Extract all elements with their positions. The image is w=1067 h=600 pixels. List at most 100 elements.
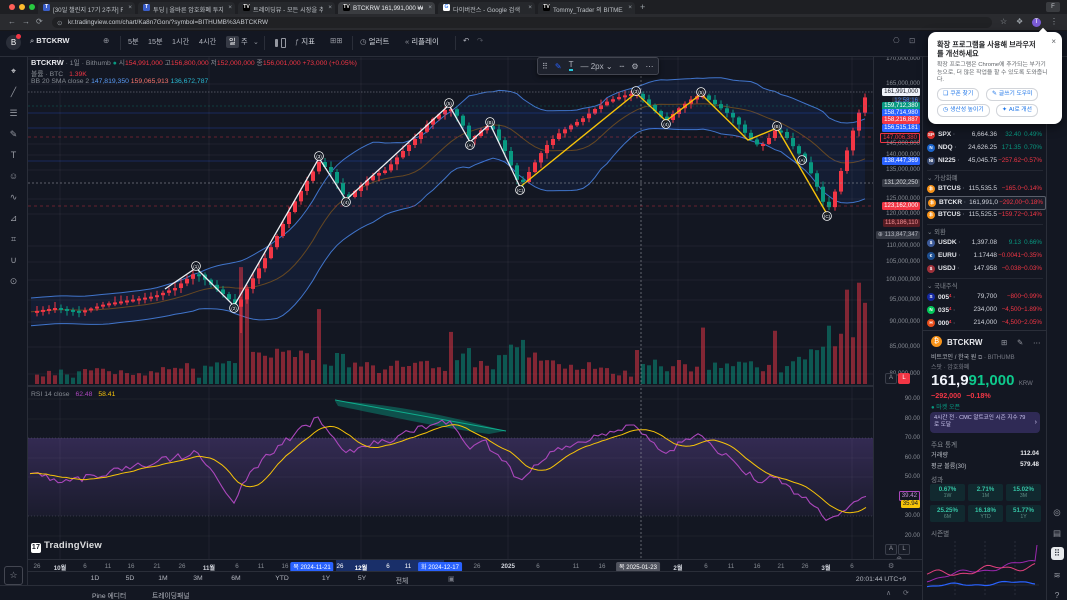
range-1Y-button[interactable]: 1Y: [321, 575, 331, 582]
news-banner[interactable]: 4시간 전 · CMC 알트코인 시즌 지수 79로 도달 ›: [930, 412, 1040, 433]
elliott-wave-label[interactable]: (B): [772, 121, 782, 131]
watchlist-row-USDK[interactable]: $ USDK · 1,397.08 9.13 0.66%: [925, 237, 1044, 249]
external-link-icon[interactable]: ⧉: [977, 355, 984, 361]
alert-button[interactable]: ◷ 얼러트: [360, 37, 390, 46]
lock-tool-icon[interactable]: ⊙: [9, 276, 18, 286]
watchlist-section-header[interactable]: ⌄ 가상화폐: [927, 170, 1043, 182]
forward-icon[interactable]: →: [22, 17, 30, 26]
help-icon[interactable]: ?: [1054, 590, 1060, 600]
address-bar[interactable]: ⊙ kr.tradingview.com/chart/Ka8n7Gon/?sym…: [52, 16, 992, 28]
time-axis-date-pill[interactable]: 목 2025-01-23: [616, 561, 660, 572]
line-color-icon[interactable]: ✎: [554, 61, 562, 71]
interval-주[interactable]: 주: [241, 37, 248, 46]
bb-legend[interactable]: BB 20 SMA close 2 147,819,350 159,065,91…: [31, 78, 209, 85]
watchlist-section-header[interactable]: ⌄ 국내주식: [927, 278, 1043, 290]
drag-handle-icon[interactable]: ⠿: [542, 61, 548, 71]
layout-grid-icon[interactable]: ⊞⊞: [330, 36, 343, 45]
range-1D-button[interactable]: 1D: [90, 575, 100, 582]
elliott-wave-label[interactable]: (3): [631, 86, 641, 96]
time-axis[interactable]: ⚙ 26 10월 6 11 16 21 26 11월 6 11 16 목 2024-11-21 26 12…: [28, 559, 922, 572]
perf-tile-1W[interactable]: 0.67% 1W: [930, 484, 965, 501]
browser-tab[interactable]: G 다이버전스 - Google 검색 ×: [438, 1, 535, 14]
range-3M-button[interactable]: 3M: [193, 575, 203, 582]
text-tool-icon[interactable]: T: [10, 150, 17, 160]
replay-button[interactable]: « 리플레이: [405, 37, 439, 46]
tab-close-icon[interactable]: ×: [628, 4, 632, 11]
perf-tile-YTD[interactable]: 16.18% YTD: [968, 505, 1003, 522]
broadcast-icon[interactable]: ≋: [1053, 570, 1061, 580]
window-close-button[interactable]: [9, 4, 15, 10]
price-log-scale-button[interactable]: L: [898, 373, 910, 384]
bookmark-star-icon[interactable]: ☆: [1000, 17, 1008, 26]
line-style-icon[interactable]: ╌: [619, 61, 625, 71]
rsi-legend[interactable]: RSI 14 close 62.48 58.41: [31, 391, 116, 398]
fullscreen-icon[interactable]: ⊡: [909, 36, 916, 45]
interval-4시간[interactable]: 4시간: [199, 37, 217, 46]
range-YTD-button[interactable]: YTD: [275, 575, 289, 582]
go-to-date-icon[interactable]: ▣: [448, 576, 455, 583]
browser-profile-chip[interactable]: F: [1046, 2, 1060, 12]
back-icon[interactable]: ←: [8, 17, 16, 26]
redo-icon[interactable]: ↷: [477, 36, 484, 45]
watchlist-row-BTCKR[interactable]: ₿ BTCKR · 161,991,0 −292,00 −0.18%: [925, 196, 1046, 210]
elliott-wave-label[interactable]: (C): [515, 185, 525, 195]
bottom-tab[interactable]: Pine 에디터: [92, 592, 127, 600]
favorites-star-button[interactable]: ☆: [4, 566, 23, 585]
elliott-wave-label[interactable]: (A): [465, 140, 475, 150]
watchlist-row-NDQ[interactable]: N NDQ · 24,626.25 171.35 0.70%: [925, 142, 1044, 154]
magnet-tool-icon[interactable]: ∪: [10, 255, 17, 265]
range-5Y-button[interactable]: 5Y: [357, 575, 367, 582]
elliott-wave-label[interactable]: (5): [444, 98, 454, 108]
watchlist-row-BTCUS[interactable]: ₿ BTCUS · 115,525.5 −159.72 −0.14%: [925, 209, 1044, 221]
rsi-log-scale-button[interactable]: L: [898, 544, 910, 555]
popup-chip-3[interactable]: ✦ AI로 개선: [996, 104, 1038, 117]
watchlist-row-SPX[interactable]: SP SPX · 6,664.36 32.40 0.49%: [925, 129, 1044, 141]
bottom-tab[interactable]: 트레이딩패널: [152, 592, 190, 600]
tab-close-icon[interactable]: ×: [528, 4, 532, 11]
interval-일[interactable]: 일: [226, 35, 239, 48]
tab-close-icon[interactable]: ×: [128, 4, 132, 11]
new-tab-button[interactable]: +: [640, 2, 646, 12]
text-color-icon[interactable]: T: [568, 60, 574, 71]
range-6M-button[interactable]: 6M: [231, 575, 241, 582]
rsi-auto-scale-button[interactable]: A: [885, 544, 897, 555]
browser-tab[interactable]: T[30일 챌린지 17기 2주차] RSI 다 ×: [38, 1, 135, 14]
watchlist-row-000[interactable]: H 0004 · 214,000 −4,500 −2.05%: [925, 317, 1044, 329]
elliott-wave-label[interactable]: (4): [341, 197, 351, 207]
time-axis-date-pill[interactable]: 화 2024-12-17: [418, 561, 462, 572]
measure-tool-icon[interactable]: ⌗: [10, 234, 17, 244]
elliott-wave-label[interactable]: (4): [661, 119, 671, 129]
window-minimize-button[interactable]: [19, 4, 25, 10]
elliott-wave-label[interactable]: (A): [797, 155, 807, 165]
candle-style-icon[interactable]: [274, 38, 286, 48]
fib-retracement-tool-icon[interactable]: ☰: [9, 108, 18, 118]
floating-drawing-toolbar[interactable]: ⠿ ✎ T — 2px ⌄ ╌ ⚙ ⋯: [537, 57, 659, 75]
browser-menu-icon[interactable]: ⋮: [1050, 17, 1058, 26]
perf-tile-3M[interactable]: 15.02% 3M: [1006, 484, 1041, 501]
price-auto-scale-button[interactable]: A: [885, 373, 897, 384]
elliott-wave-label[interactable]: (C): [822, 211, 832, 221]
range-5D-button[interactable]: 5D: [125, 575, 135, 582]
volume-legend[interactable]: 볼륨 · BTC 1.39K: [31, 70, 87, 78]
chart-legend[interactable]: BTCKRW · 1일 · Bithumb ● 시154,991,000 고15…: [31, 58, 357, 67]
add-symbol-icon[interactable]: ⊕: [103, 36, 110, 45]
perf-tile-6M[interactable]: 25.25% 6M: [930, 505, 965, 522]
price-axis[interactable]: 170,000,000 165,000,000 161,991,000 12:58:1…: [873, 55, 923, 563]
panel-refresh-icon[interactable]: ⟳: [903, 590, 909, 597]
window-zoom-button[interactable]: [29, 4, 35, 10]
browser-avatar[interactable]: T: [1032, 17, 1041, 27]
elliott-wave-drawing[interactable]: (1) (2) (3) (4) (5) (A) (B) (C) (3) (4) (5) (B) (A) (…: [164, 86, 832, 313]
elliott-wave-label[interactable]: (B): [485, 117, 495, 127]
elliott-wave-label[interactable]: (2): [229, 303, 239, 313]
panel-symbol-name[interactable]: BTCKRW: [947, 338, 983, 347]
interval-5분[interactable]: 5분: [128, 37, 139, 46]
symbol-search-button[interactable]: ⌕ BTCKRW: [30, 36, 70, 45]
watchlist-section-header[interactable]: ⌄ 외환: [927, 224, 1043, 236]
popup-chip-2[interactable]: ◷ 생산성 높이기: [937, 104, 990, 117]
popup-chip-1[interactable]: ✎ 글쓰기 도우미: [986, 88, 1039, 101]
watchlist-row-EURU[interactable]: € EURU · 1.17448 −0.0041 −0.35%: [925, 250, 1044, 262]
panel-edit-icon[interactable]: ✎: [1017, 338, 1024, 347]
apps-grid-icon[interactable]: ⠿: [1050, 547, 1064, 560]
